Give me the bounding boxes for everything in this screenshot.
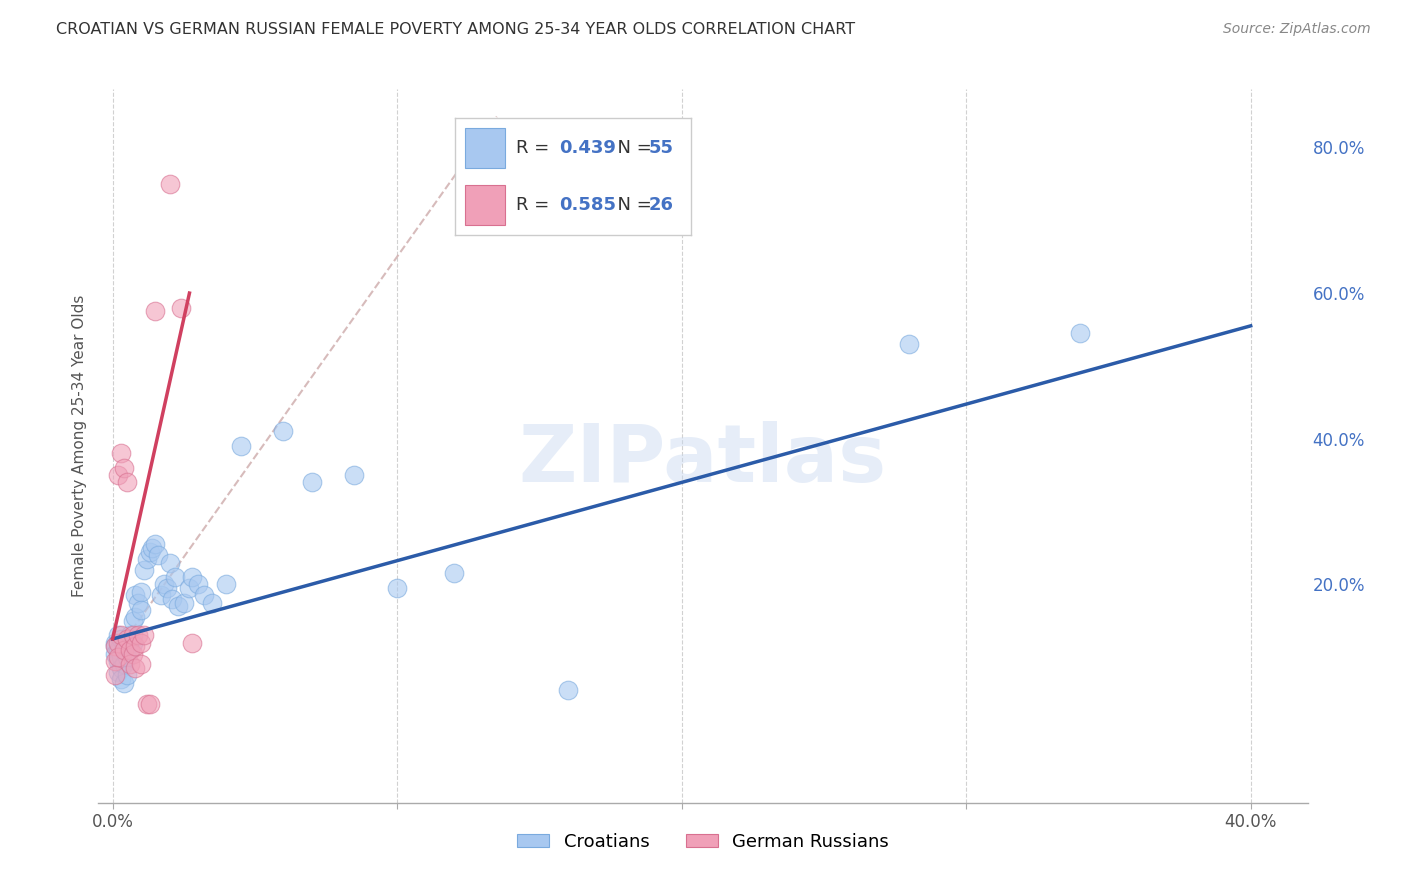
Point: [135, 698, 157, 712]
Point: [443, 566, 465, 581]
Point: [1069, 326, 1091, 340]
Point: [229, 439, 252, 453]
Point: [143, 537, 166, 551]
Point: [110, 632, 132, 646]
Point: [301, 475, 323, 490]
Point: [124, 610, 146, 624]
Point: [129, 584, 152, 599]
Point: [121, 647, 143, 661]
Point: [115, 668, 138, 682]
Point: [143, 304, 166, 318]
Point: [124, 639, 146, 653]
Point: [115, 632, 138, 646]
Point: [107, 650, 129, 665]
Point: [124, 661, 146, 675]
Point: [173, 596, 195, 610]
Point: [118, 643, 141, 657]
Point: [110, 661, 132, 675]
Point: [104, 668, 127, 682]
Point: [112, 675, 135, 690]
Point: [129, 635, 152, 649]
Legend: Croatians, German Russians: Croatians, German Russians: [509, 826, 897, 858]
Point: [138, 698, 160, 712]
Point: [115, 650, 138, 665]
Point: [135, 552, 157, 566]
Point: [159, 556, 181, 570]
Point: [141, 541, 163, 555]
Point: [118, 643, 141, 657]
Point: [121, 628, 143, 642]
Point: [129, 657, 152, 672]
Point: [121, 614, 143, 628]
Point: [107, 628, 129, 642]
Point: [187, 577, 209, 591]
Point: [215, 577, 238, 591]
Point: [201, 596, 224, 610]
Point: [153, 577, 176, 591]
Point: [110, 672, 132, 686]
Point: [193, 588, 215, 602]
Point: [273, 425, 295, 439]
Point: [107, 654, 129, 668]
Point: [132, 563, 155, 577]
Point: [107, 635, 129, 649]
Point: [150, 588, 173, 602]
Point: [167, 599, 190, 614]
Point: [557, 682, 579, 697]
Point: [112, 643, 135, 657]
Point: [129, 603, 152, 617]
Text: ZIPatlas: ZIPatlas: [519, 421, 887, 500]
Y-axis label: Female Poverty Among 25-34 Year Olds: Female Poverty Among 25-34 Year Olds: [72, 295, 87, 597]
Point: [121, 635, 143, 649]
Point: [118, 657, 141, 672]
Point: [110, 628, 132, 642]
Point: [385, 581, 408, 595]
Point: [107, 665, 129, 679]
Point: [115, 635, 138, 649]
Point: [156, 581, 179, 595]
Point: [104, 647, 127, 661]
Point: [159, 177, 181, 191]
Point: [104, 639, 127, 653]
Point: [181, 635, 204, 649]
Point: [104, 635, 127, 649]
Point: [165, 570, 187, 584]
Point: [170, 301, 193, 315]
Point: [146, 548, 169, 562]
Point: [107, 468, 129, 483]
Point: [107, 643, 129, 657]
Point: [112, 639, 135, 653]
Text: CROATIAN VS GERMAN RUSSIAN FEMALE POVERTY AMONG 25-34 YEAR OLDS CORRELATION CHAR: CROATIAN VS GERMAN RUSSIAN FEMALE POVERT…: [56, 22, 855, 37]
Point: [138, 544, 160, 558]
Point: [127, 596, 149, 610]
Text: Source: ZipAtlas.com: Source: ZipAtlas.com: [1223, 22, 1371, 37]
Point: [110, 446, 132, 460]
Point: [115, 475, 138, 490]
Point: [127, 628, 149, 642]
Point: [112, 460, 135, 475]
Point: [110, 650, 132, 665]
Point: [898, 337, 921, 351]
Point: [104, 654, 127, 668]
Point: [112, 657, 135, 672]
Point: [124, 588, 146, 602]
Point: [132, 628, 155, 642]
Point: [179, 581, 201, 595]
Point: [104, 639, 127, 653]
Point: [118, 628, 141, 642]
Point: [343, 468, 366, 483]
Point: [162, 591, 184, 606]
Point: [181, 570, 204, 584]
